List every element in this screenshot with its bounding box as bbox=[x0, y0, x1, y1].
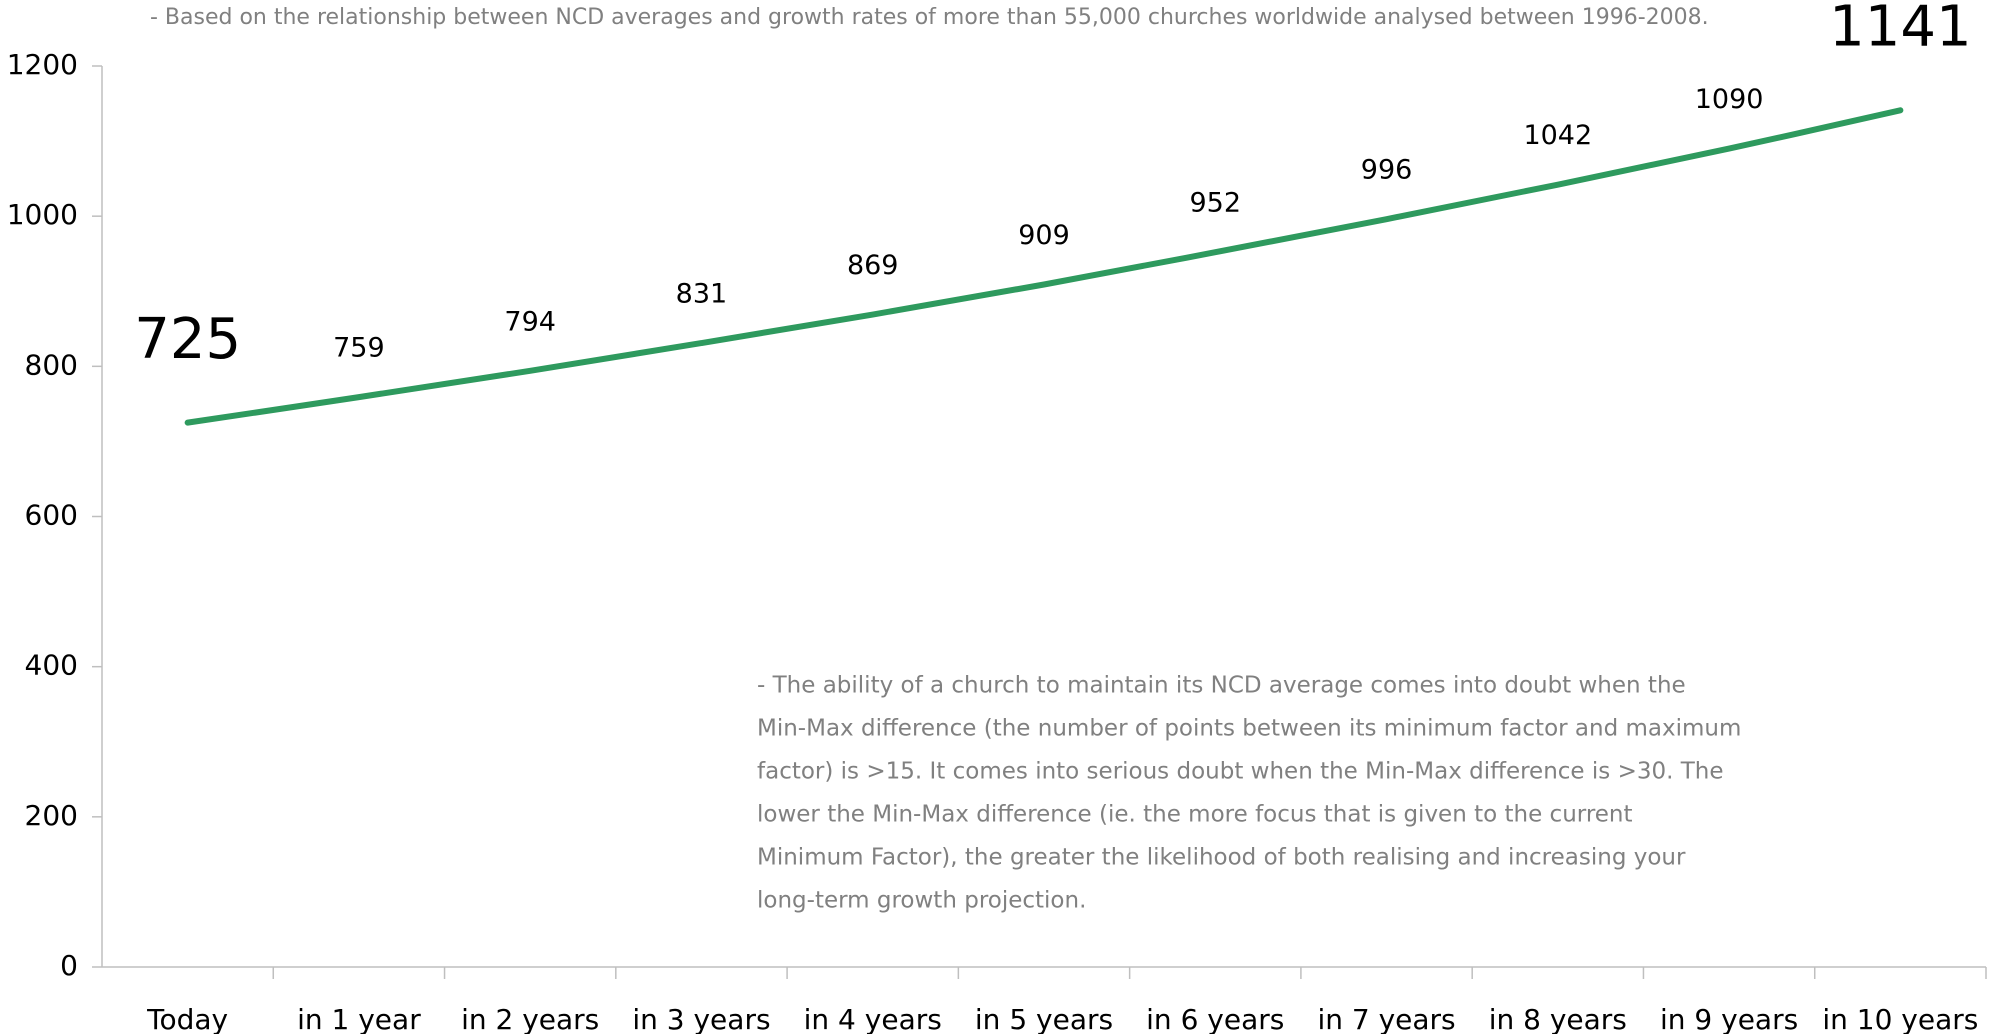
y-tick-label: 200 bbox=[25, 799, 78, 832]
data-label: 831 bbox=[676, 279, 728, 310]
x-tick-label: in 7 years bbox=[1317, 1003, 1455, 1034]
x-tick-label: in 5 years bbox=[975, 1003, 1113, 1034]
x-tick-label: in 1 year bbox=[297, 1003, 421, 1034]
annotation-line: - The ability of a church to maintain it… bbox=[757, 673, 1686, 699]
annotation-line: long-term growth projection. bbox=[757, 888, 1086, 914]
data-label: 759 bbox=[333, 333, 385, 364]
x-tick-label: Today bbox=[146, 1003, 228, 1034]
data-label: 869 bbox=[847, 250, 899, 281]
x-tick-label: in 6 years bbox=[1146, 1003, 1284, 1034]
annotation-line: factor) is >15. It comes into serious do… bbox=[757, 759, 1724, 785]
data-label: 1141 bbox=[1829, 0, 1972, 59]
x-tick-label: in 3 years bbox=[632, 1003, 770, 1034]
y-tick-label: 1200 bbox=[7, 48, 78, 81]
data-label: 909 bbox=[1018, 220, 1070, 251]
x-tick-label: in 4 years bbox=[804, 1003, 942, 1034]
y-tick-label: 0 bbox=[60, 949, 78, 982]
line bbox=[184, 107, 1904, 426]
annotation-line: lower the Min-Max difference (ie. the mo… bbox=[757, 802, 1633, 828]
annotation-line: Minimum Factor), the greater the likelih… bbox=[757, 845, 1686, 871]
y-tick-label: 800 bbox=[25, 348, 78, 381]
data-label: 794 bbox=[504, 306, 556, 337]
data-label: 1090 bbox=[1695, 84, 1764, 115]
data-label: 725 bbox=[134, 307, 241, 372]
y-tick-label: 400 bbox=[25, 649, 78, 682]
data-label: 952 bbox=[1189, 188, 1241, 219]
annotation: - The ability of a church to maintain it… bbox=[757, 673, 1741, 914]
y-tick-label: 600 bbox=[25, 499, 78, 532]
x-tick-label: in 2 years bbox=[461, 1003, 599, 1034]
data-label: 1042 bbox=[1523, 120, 1592, 151]
x-tick-label: in 10 years bbox=[1822, 1003, 1978, 1034]
annotation-line: Min-Max difference (the number of points… bbox=[757, 716, 1741, 742]
y-tick-label: 1000 bbox=[7, 198, 78, 231]
chart-subtitle: - Based on the relationship between NCD … bbox=[150, 5, 1709, 30]
data-label: 996 bbox=[1361, 155, 1413, 186]
x-tick-label: in 8 years bbox=[1489, 1003, 1627, 1034]
x-tick-label: in 9 years bbox=[1660, 1003, 1798, 1034]
